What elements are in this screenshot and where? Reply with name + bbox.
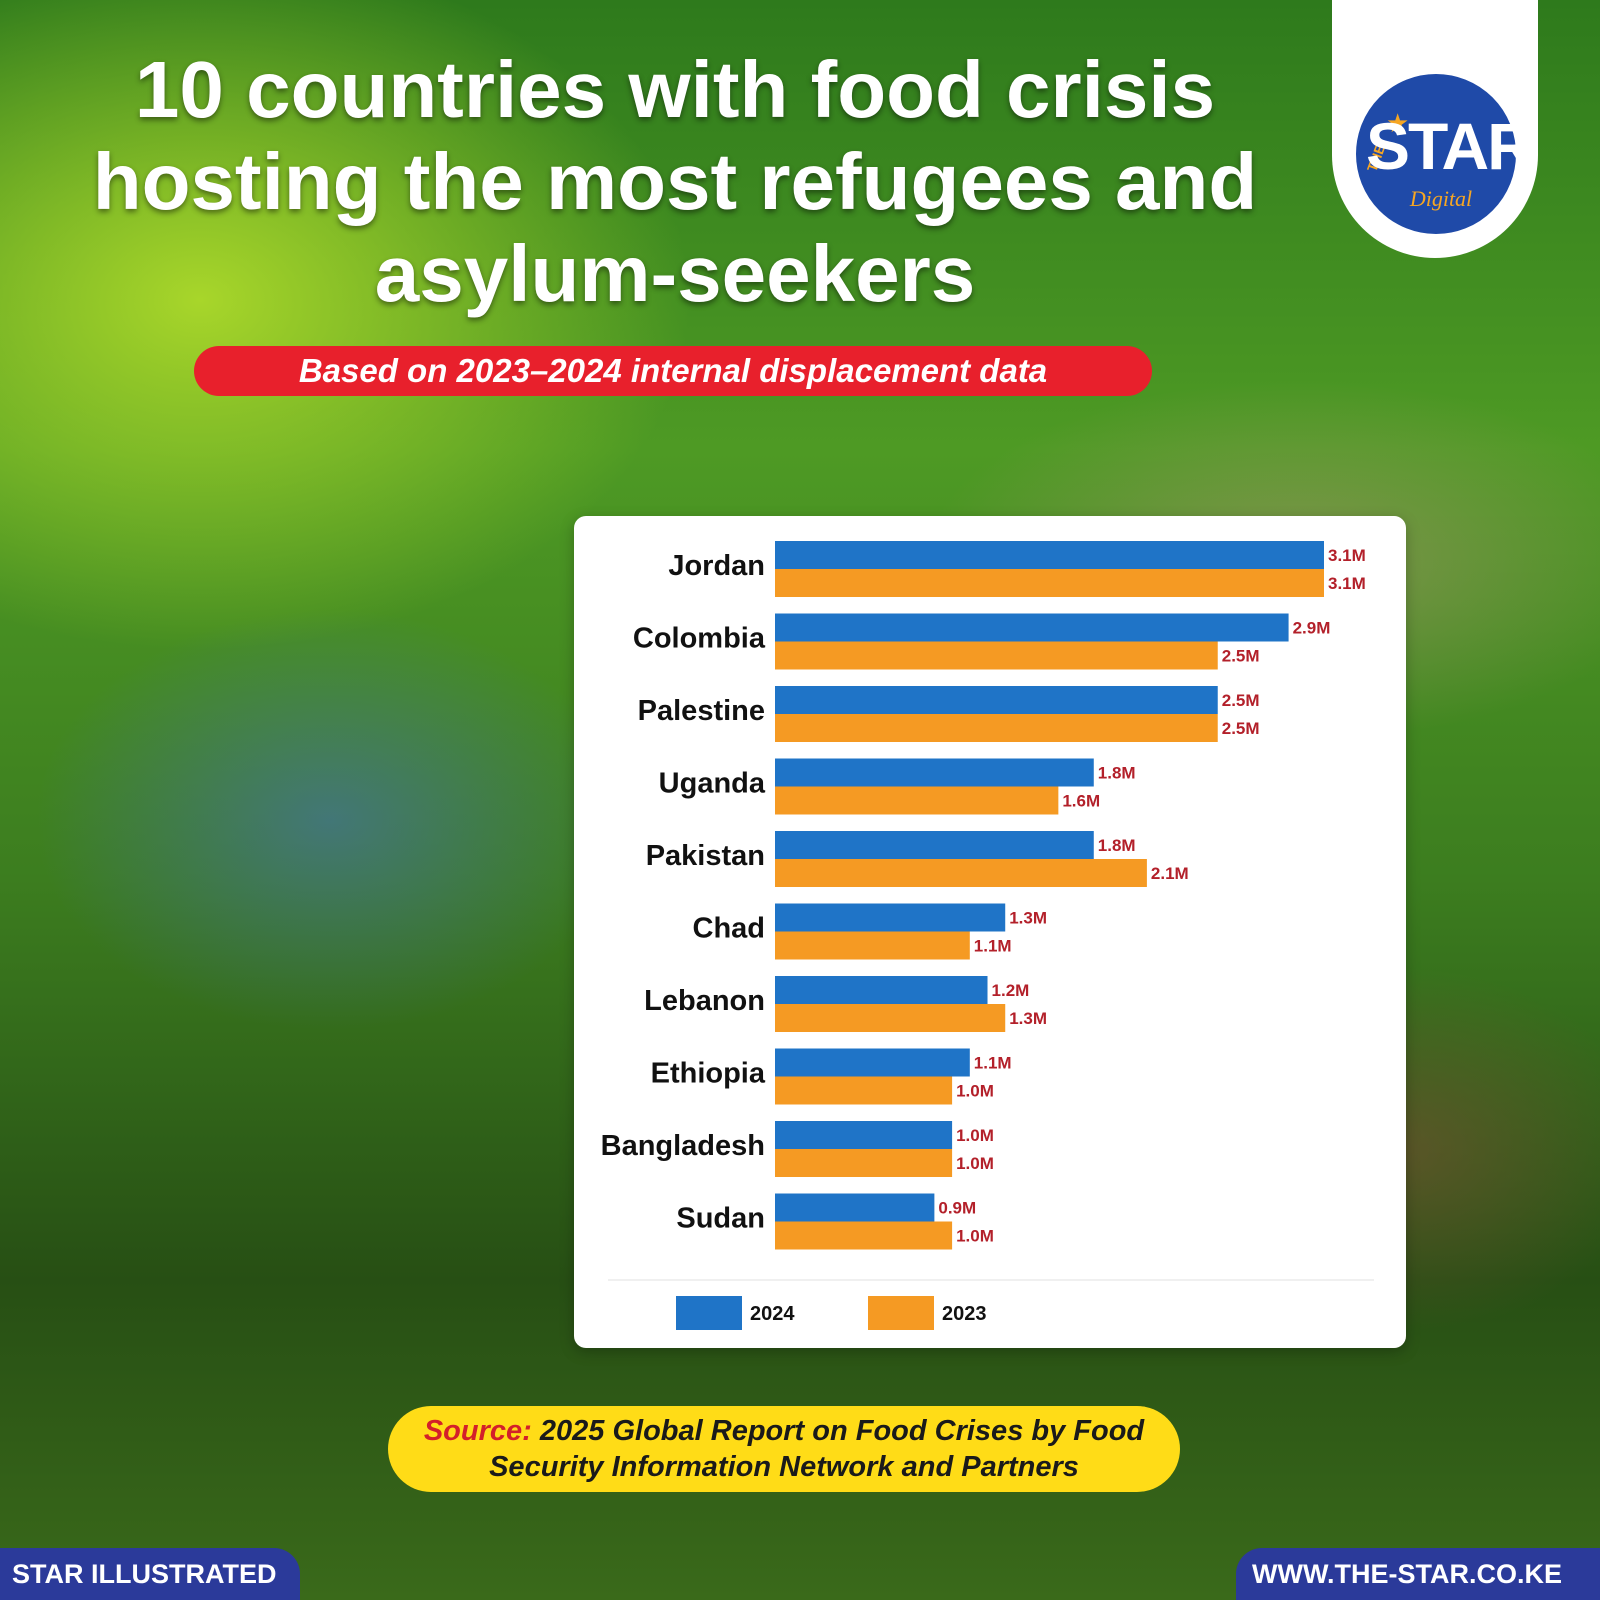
bar-2024 bbox=[775, 976, 988, 1004]
bar-2024 bbox=[775, 541, 1324, 569]
value-label: 1.8M bbox=[1098, 764, 1136, 783]
subtitle-banner: Based on 2023–2024 internal displacement… bbox=[194, 346, 1152, 396]
star-icon: ★ bbox=[1386, 108, 1410, 138]
value-label: 0.9M bbox=[938, 1199, 976, 1218]
bar-2024 bbox=[775, 613, 1289, 642]
bar-2023 bbox=[775, 1004, 1006, 1032]
value-label: 2.5M bbox=[1222, 719, 1260, 738]
bar-2023 bbox=[775, 641, 1218, 670]
bar-2024 bbox=[775, 1048, 970, 1077]
bar-2023 bbox=[775, 931, 970, 960]
value-label: 1.2M bbox=[992, 981, 1030, 1000]
value-label: 1.6M bbox=[1062, 792, 1100, 811]
bar-2024 bbox=[775, 686, 1218, 714]
legend-label: 2024 bbox=[750, 1303, 795, 1325]
legend-label: 2023 bbox=[942, 1303, 987, 1325]
category-label: Sudan bbox=[676, 1203, 765, 1235]
logo-wordmark: STAR bbox=[1366, 109, 1535, 183]
star-logo bbox=[1352, 70, 1520, 238]
value-label: 1.8M bbox=[1098, 836, 1136, 855]
value-label: 2.1M bbox=[1151, 864, 1189, 883]
value-label: 1.0M bbox=[956, 1154, 994, 1173]
value-label: 1.0M bbox=[956, 1227, 994, 1246]
category-label: Chad bbox=[693, 913, 766, 945]
value-label: 3.1M bbox=[1328, 574, 1366, 593]
category-label: Ethiopia bbox=[651, 1058, 766, 1090]
bar-2023 bbox=[775, 786, 1059, 815]
bar-2024 bbox=[775, 758, 1094, 787]
legend-swatch-2023 bbox=[868, 1296, 934, 1330]
value-label: 2.5M bbox=[1222, 647, 1260, 666]
bar-2024 bbox=[775, 903, 1006, 932]
bar-2023 bbox=[775, 1076, 953, 1105]
footer-brand: STAR ILLUSTRATED bbox=[0, 1548, 300, 1600]
value-label: 1.0M bbox=[956, 1082, 994, 1101]
footer-website-link[interactable]: WWW.THE-STAR.CO.KE bbox=[1236, 1548, 1600, 1600]
category-label: Jordan bbox=[668, 550, 765, 582]
bar-2023 bbox=[775, 859, 1147, 887]
bar-chart: Jordan 3.1M 3.1M Colombia 2.9M 2.5M Palestine 2… bbox=[601, 541, 1374, 1330]
source-banner: Source: 2025 Global Report on Food Crise… bbox=[388, 1406, 1180, 1492]
value-label: 1.1M bbox=[974, 937, 1012, 956]
value-label: 1.3M bbox=[1009, 1009, 1047, 1028]
value-label: 2.9M bbox=[1293, 619, 1331, 638]
logo-digital: Digital bbox=[1409, 186, 1473, 211]
bar-2024 bbox=[775, 831, 1094, 859]
chart-card: Jordan 3.1M 3.1M Colombia 2.9M 2.5M Palestine 2… bbox=[574, 516, 1406, 1348]
category-label: Pakistan bbox=[646, 840, 765, 872]
bar-2023 bbox=[775, 1221, 953, 1250]
category-label: Lebanon bbox=[644, 985, 765, 1017]
category-label: Palestine bbox=[638, 695, 765, 727]
category-label: Bangladesh bbox=[601, 1130, 765, 1162]
bar-2024 bbox=[775, 1193, 935, 1222]
bar-2023 bbox=[775, 1149, 953, 1177]
source-label: Source: bbox=[423, 1415, 532, 1447]
source-text: 2025 Global Report on Food Crises by Foo… bbox=[489, 1415, 1145, 1483]
bar-2023 bbox=[775, 569, 1324, 597]
bar-2023 bbox=[775, 714, 1218, 742]
page-title: 10 countries with food crisis hosting th… bbox=[92, 45, 1258, 318]
value-label: 2.5M bbox=[1222, 691, 1260, 710]
bar-2024 bbox=[775, 1121, 953, 1149]
value-label: 3.1M bbox=[1328, 546, 1366, 565]
category-label: Uganda bbox=[659, 768, 766, 800]
category-label: Colombia bbox=[633, 623, 766, 655]
value-label: 1.0M bbox=[956, 1126, 994, 1145]
legend-swatch-2024 bbox=[676, 1296, 742, 1330]
value-label: 1.3M bbox=[1009, 909, 1047, 928]
value-label: 1.1M bbox=[974, 1054, 1012, 1073]
